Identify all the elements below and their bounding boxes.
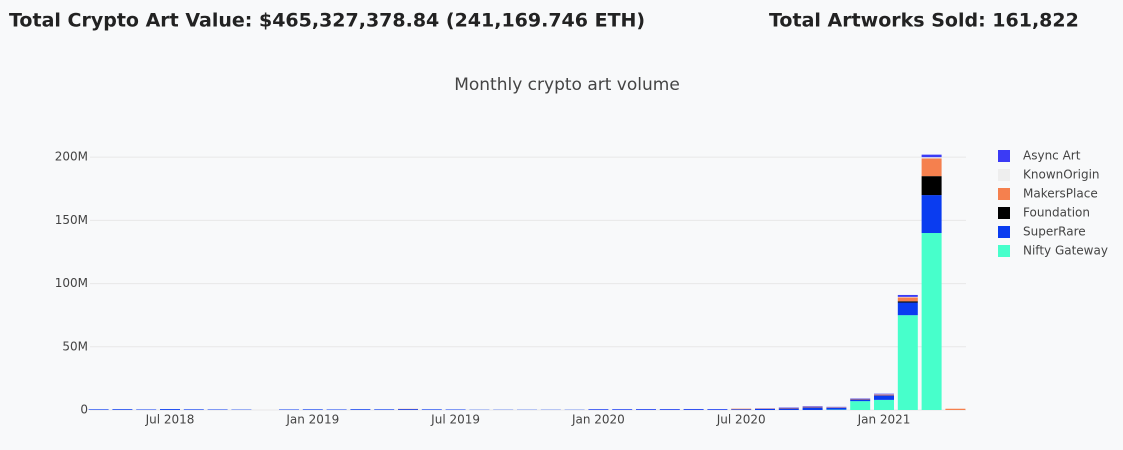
bar-segment (208, 409, 228, 410)
bar-segment (731, 409, 751, 410)
y-tick-label: 150M (55, 213, 88, 227)
bar-segment (374, 409, 394, 410)
bar-segment (779, 408, 799, 409)
bar-segment (327, 409, 347, 410)
bar-segment (826, 408, 846, 410)
bar-segment (636, 409, 656, 410)
x-tick-label: Jan 2019 (285, 413, 339, 427)
y-tick-label: 50M (62, 339, 88, 353)
bar-segment (803, 407, 823, 410)
bar-segment (874, 394, 894, 395)
bar-segment (112, 409, 132, 410)
bar-segment (874, 400, 894, 410)
bar-segment (922, 233, 942, 410)
legend-label: Foundation (1023, 206, 1090, 220)
bar-segment (898, 301, 918, 302)
bar-segment (588, 409, 608, 410)
bar-segment (922, 157, 942, 158)
bar-segment (826, 407, 846, 408)
bar-segment (898, 297, 918, 298)
bar-segment (660, 409, 680, 410)
legend-label: MakersPlace (1023, 187, 1098, 201)
bar-segment (779, 408, 799, 410)
y-tick-label: 0 (80, 403, 88, 417)
legend-label: Nifty Gateway (1023, 244, 1108, 258)
bar-segment (874, 395, 894, 396)
bar-segment (898, 297, 918, 301)
bar-segment (898, 303, 918, 316)
legend-label: Async Art (1023, 149, 1081, 163)
legend-swatch (998, 226, 1010, 238)
bar-segment (922, 158, 942, 176)
bar-segment (874, 395, 894, 399)
y-tick-label: 200M (55, 150, 88, 164)
bar-segment (945, 409, 965, 410)
bar-segment (922, 195, 942, 233)
bar-segment (898, 315, 918, 410)
bar-segment (850, 401, 870, 410)
x-tick-label: Jul 2019 (430, 413, 480, 427)
bar-segment (850, 399, 870, 400)
bar-segment (707, 409, 727, 410)
x-tick-label: Jan 2020 (571, 413, 625, 427)
bar-segment (184, 409, 204, 410)
bar-segment (898, 295, 918, 297)
bar-segment (422, 409, 442, 410)
legend-swatch (998, 207, 1010, 219)
total-value: Total Crypto Art Value: $465,327,378.84 … (9, 10, 645, 32)
bar-segment (612, 409, 632, 410)
chart-title: Monthly crypto art volume (454, 75, 680, 95)
bar-segment (731, 409, 751, 410)
legend-label: SuperRare (1023, 225, 1086, 239)
total-sold: Total Artworks Sold: 161,822 (769, 10, 1079, 32)
bar-segment (350, 409, 370, 410)
bar-segment (89, 409, 109, 410)
bar-segment (850, 400, 870, 402)
x-tick-label: Jan 2021 (857, 413, 911, 427)
bar-segment (922, 176, 942, 195)
y-tick-label: 100M (55, 276, 88, 290)
bar-segment (303, 409, 323, 410)
legend-swatch (998, 188, 1010, 200)
bar-segment (279, 409, 299, 410)
bar-segment (803, 407, 823, 408)
bar-segment (136, 409, 156, 410)
legend-swatch (998, 169, 1010, 181)
bar-segment (922, 155, 942, 158)
x-tick-label: Jul 2020 (716, 413, 766, 427)
bar-segment (684, 409, 704, 410)
x-tick-label: Jul 2018 (145, 413, 195, 427)
legend-swatch (998, 150, 1010, 162)
bar-segment (755, 409, 775, 410)
bar-segment (446, 409, 466, 410)
bar-segment (160, 409, 180, 410)
bar-segment (398, 409, 418, 410)
legend-swatch (998, 245, 1010, 257)
bar-segment (803, 406, 823, 407)
legend-label: KnownOrigin (1023, 168, 1100, 182)
